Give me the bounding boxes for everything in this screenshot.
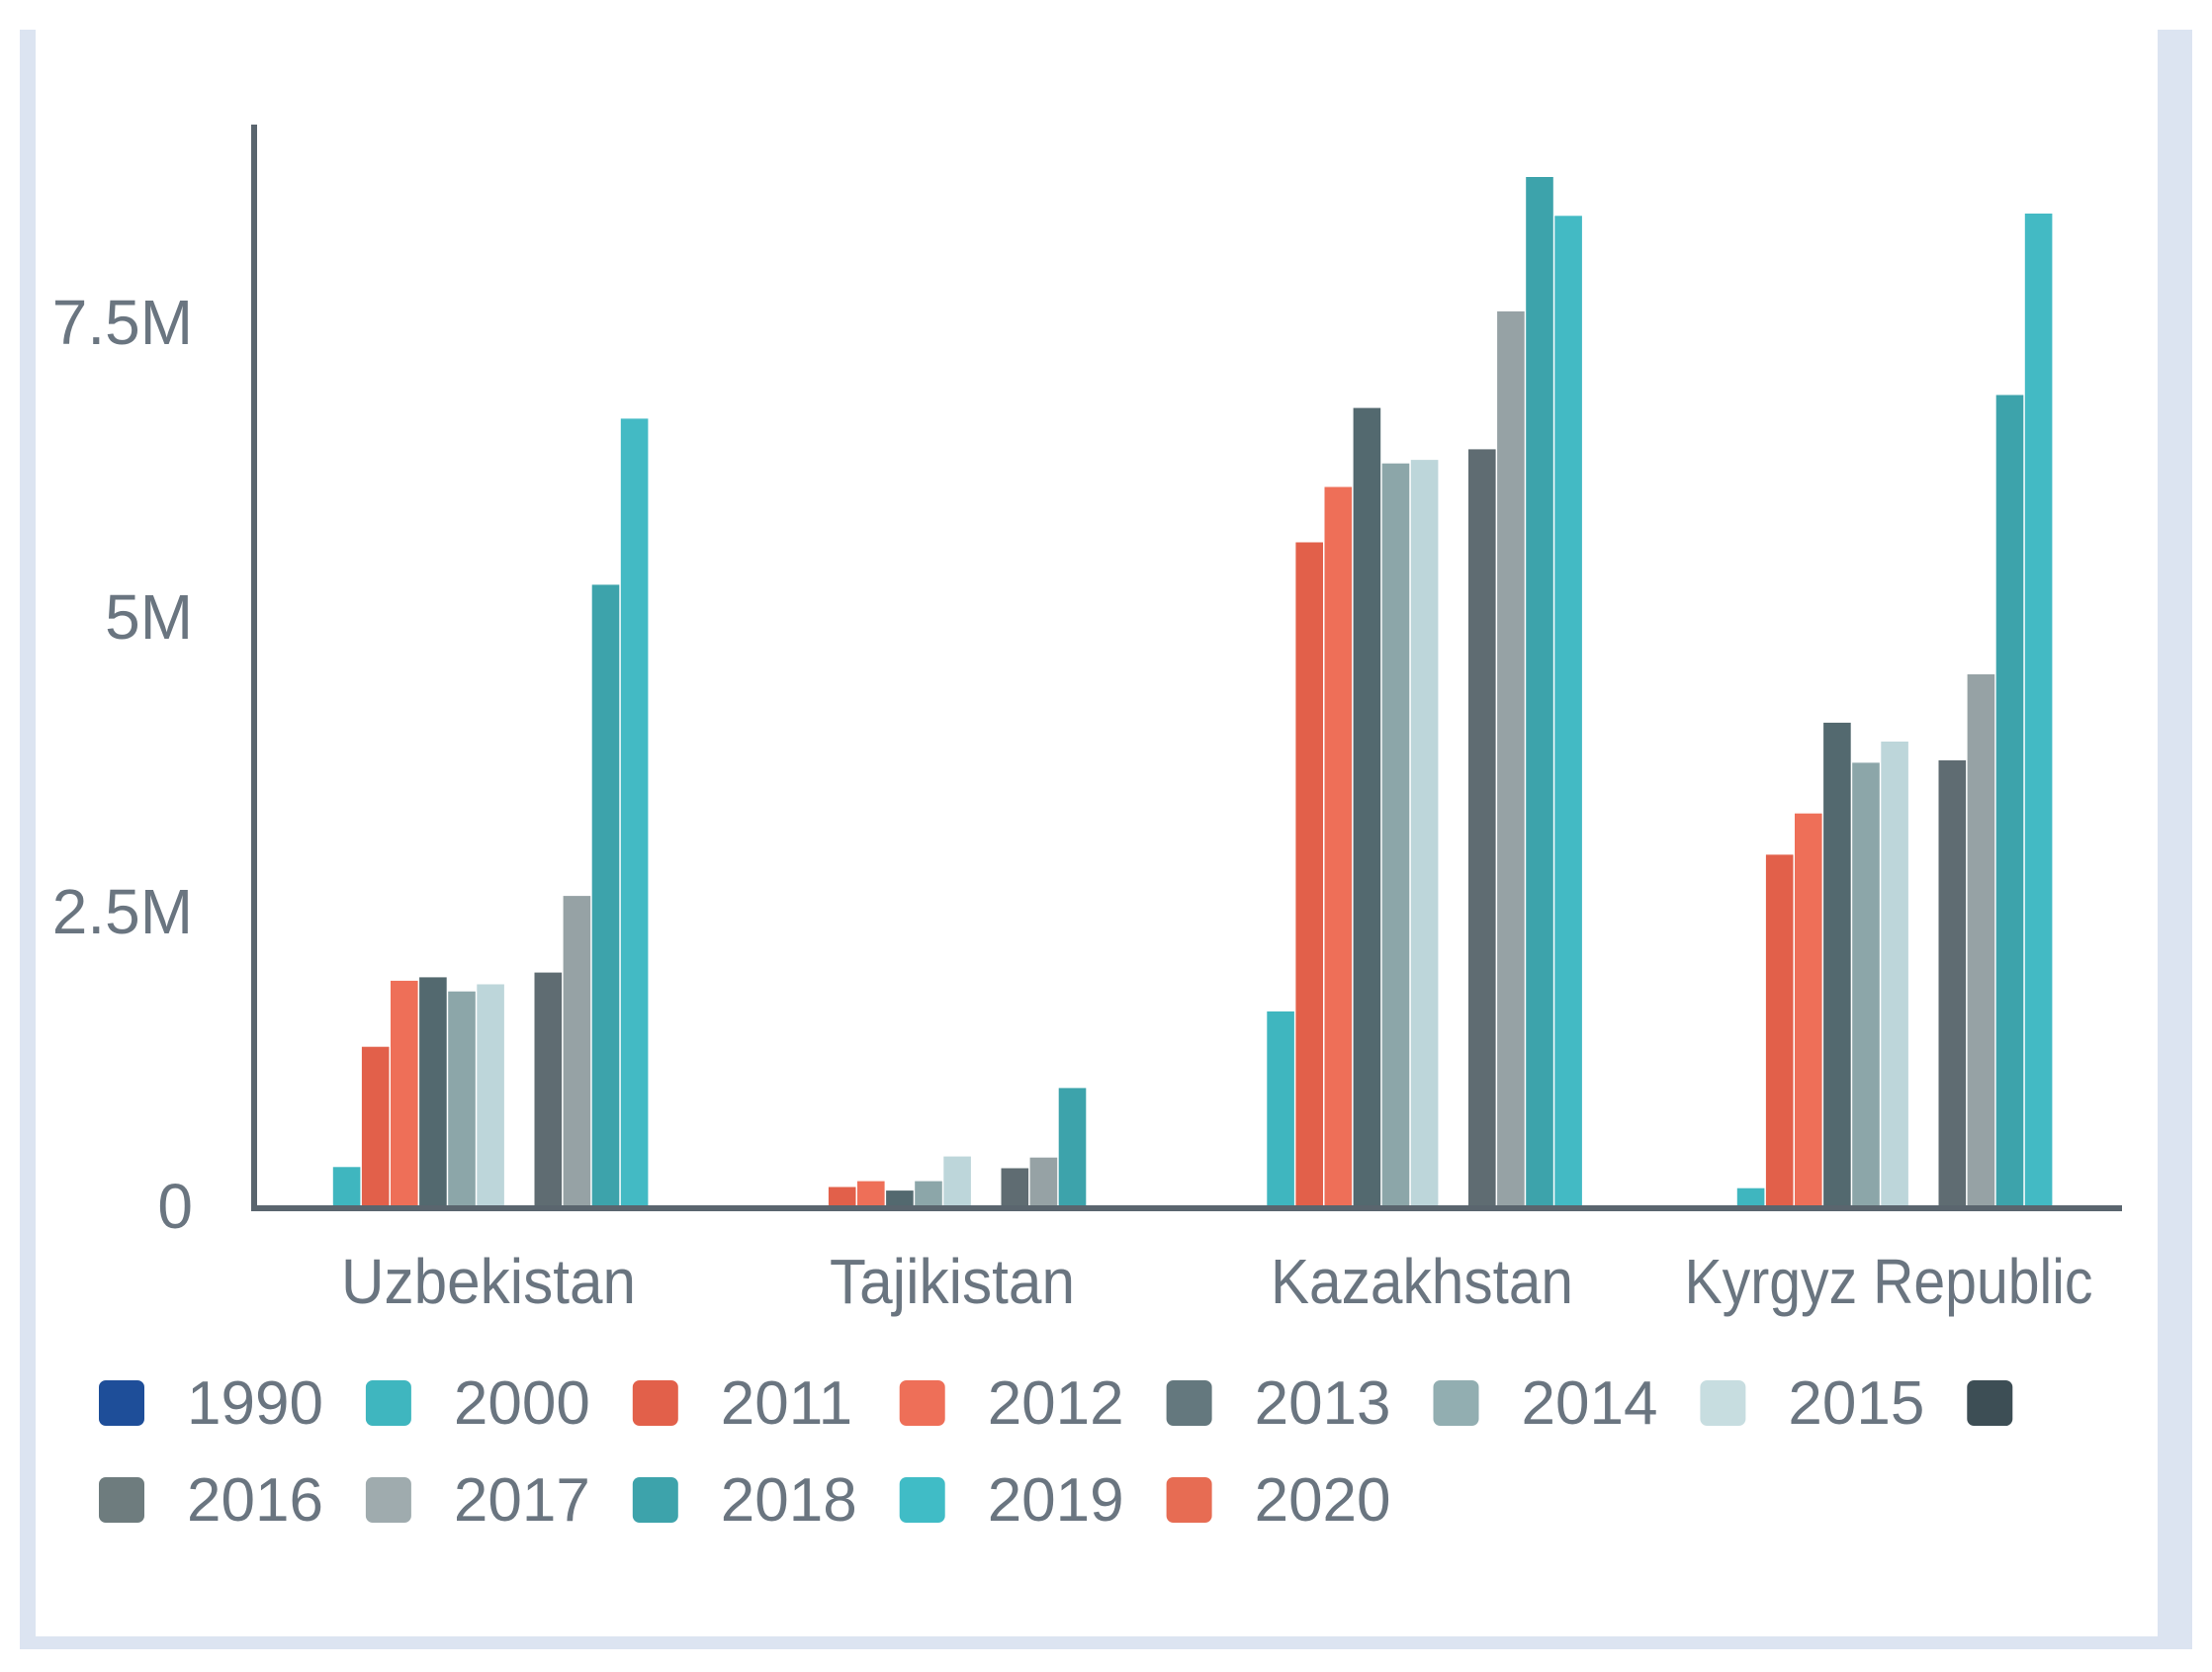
svg-text:2016: 2016 bbox=[187, 1466, 323, 1535]
svg-text:2012: 2012 bbox=[988, 1369, 1124, 1438]
svg-text:2013: 2013 bbox=[1255, 1369, 1391, 1438]
svg-text:2017: 2017 bbox=[454, 1466, 590, 1535]
svg-text:0: 0 bbox=[157, 1171, 193, 1242]
svg-text:7.5M: 7.5M bbox=[52, 287, 193, 358]
svg-text:2020: 2020 bbox=[1255, 1466, 1391, 1535]
svg-text:Tajikistan: Tajikistan bbox=[830, 1246, 1075, 1317]
svg-text:5M: 5M bbox=[105, 581, 193, 653]
svg-text:2014: 2014 bbox=[1522, 1369, 1658, 1438]
svg-text:Uzbekistan: Uzbekistan bbox=[341, 1246, 636, 1317]
svg-text:2.5M: 2.5M bbox=[52, 876, 193, 947]
svg-text:2000: 2000 bbox=[454, 1369, 590, 1438]
svg-text:2015: 2015 bbox=[1788, 1369, 1924, 1438]
svg-text:Kazakhstan: Kazakhstan bbox=[1271, 1246, 1573, 1317]
svg-text:2019: 2019 bbox=[988, 1466, 1124, 1535]
svg-text:2018: 2018 bbox=[721, 1466, 857, 1535]
svg-text:Kyrgyz Republic: Kyrgyz Republic bbox=[1685, 1246, 2093, 1317]
svg-text:2011: 2011 bbox=[721, 1369, 852, 1438]
svg-text:1990: 1990 bbox=[187, 1369, 323, 1438]
